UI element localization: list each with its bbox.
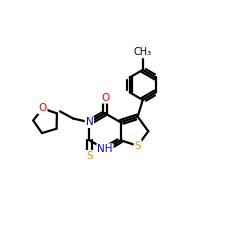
Text: CH₃: CH₃ bbox=[134, 48, 152, 58]
Text: S: S bbox=[86, 151, 93, 161]
Text: S: S bbox=[134, 141, 141, 151]
Text: N: N bbox=[86, 117, 93, 127]
Text: O: O bbox=[38, 103, 47, 113]
Text: O: O bbox=[101, 93, 109, 103]
Text: NH: NH bbox=[97, 144, 113, 154]
